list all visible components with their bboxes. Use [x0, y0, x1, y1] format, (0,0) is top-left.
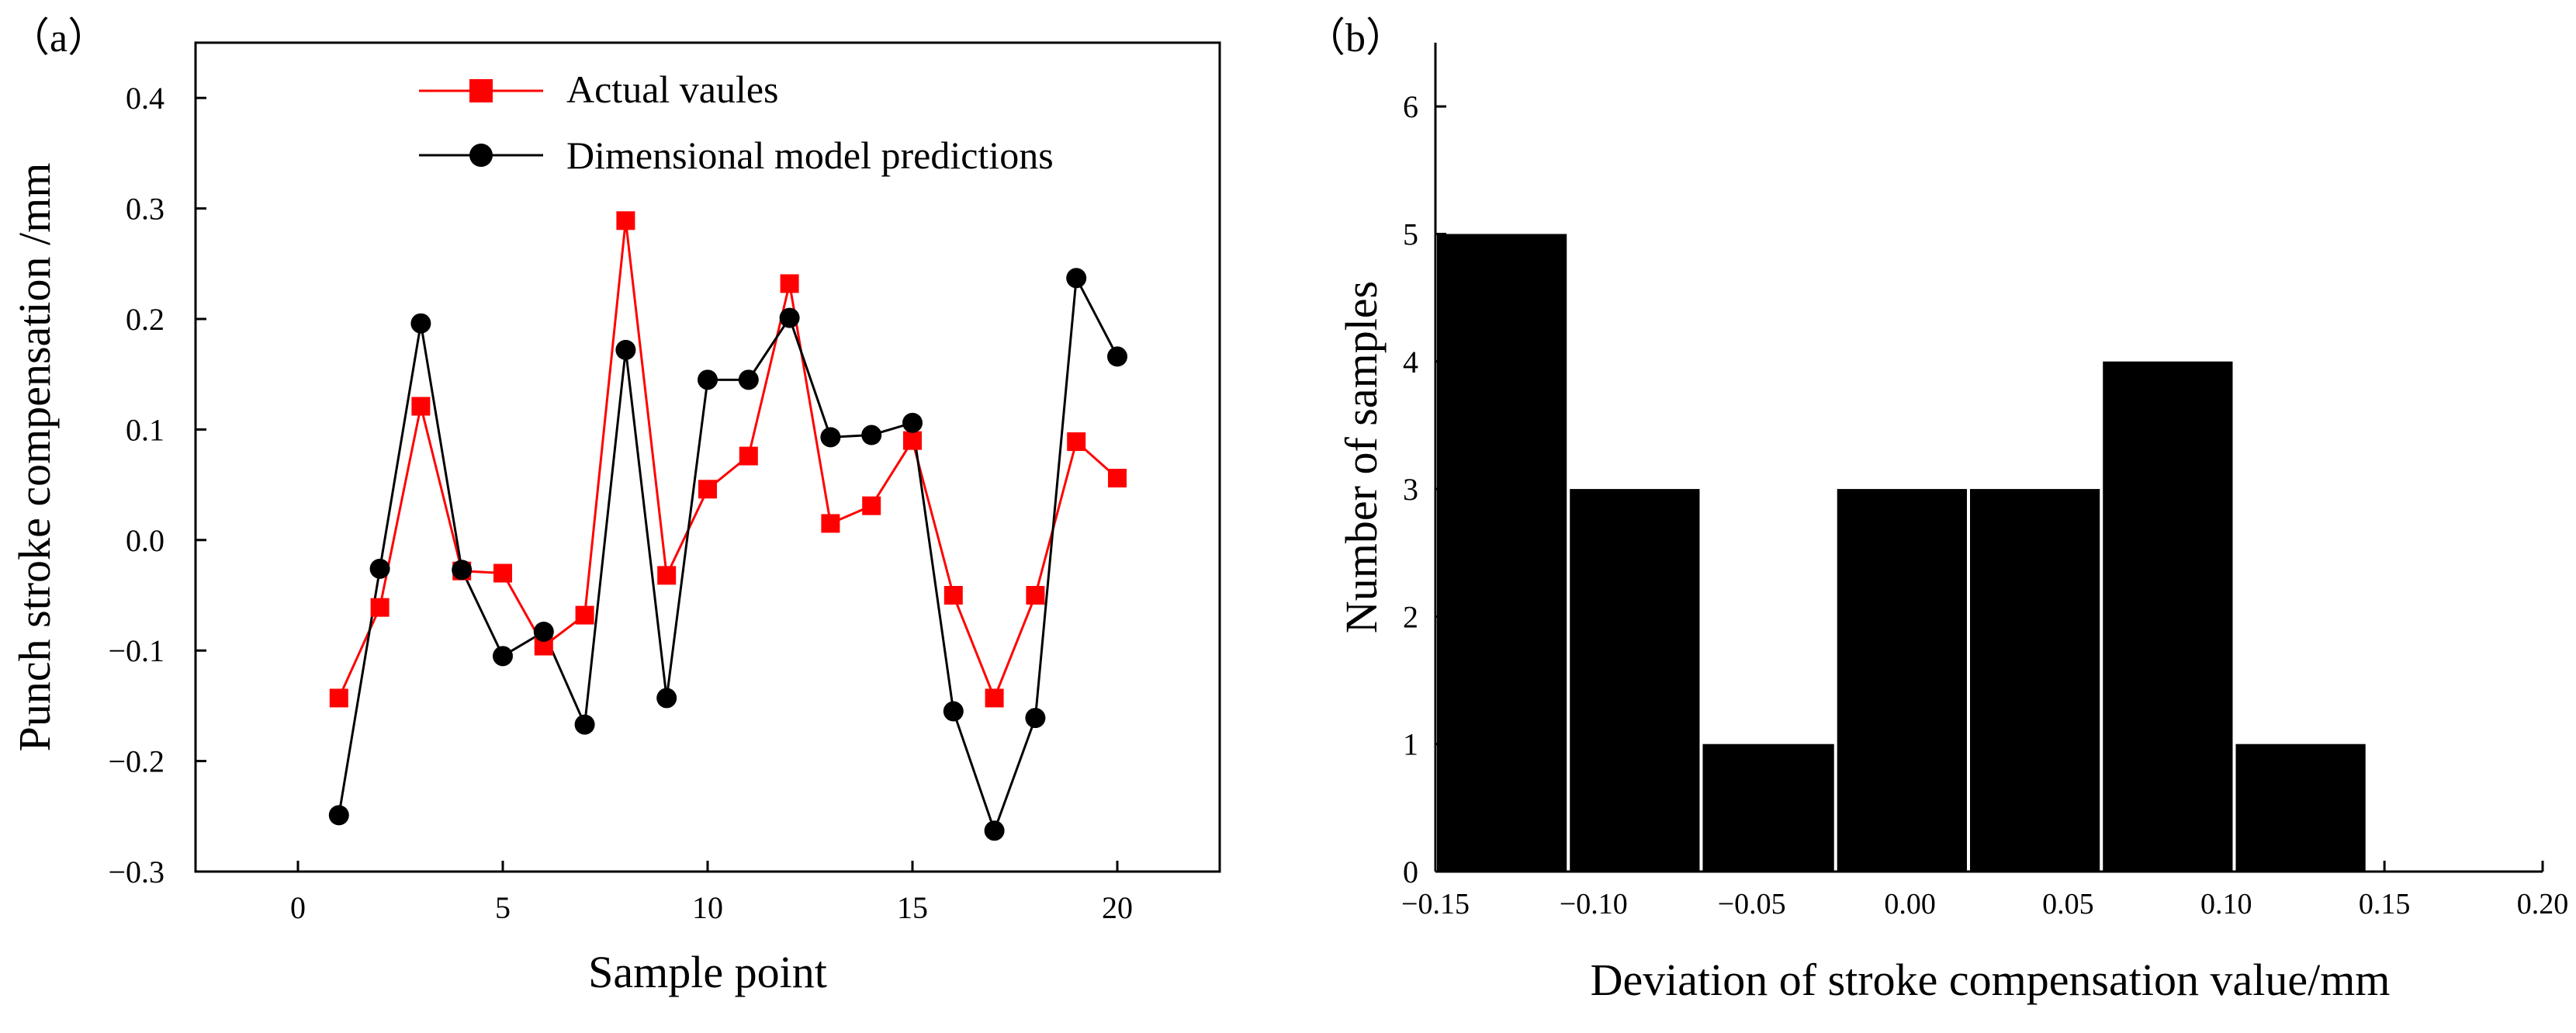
panel-b-x-tick-label: 0.10	[2200, 888, 2252, 920]
actual-value-marker	[862, 496, 881, 515]
prediction-marker	[1066, 268, 1087, 289]
panel-b-x-tick-label: 0.00	[1884, 888, 1936, 920]
prediction-marker	[698, 369, 718, 390]
actual-value-marker	[329, 688, 348, 708]
prediction-marker	[452, 560, 473, 581]
histogram-bar	[1570, 489, 1700, 872]
series-line-prediction	[338, 274, 1119, 834]
actual-value-marker	[780, 274, 799, 293]
actual-value-marker	[370, 598, 390, 617]
panel-a-y-tick-label: −0.2	[108, 744, 164, 779]
actual-value-marker	[616, 211, 635, 231]
panel-b-x-tick-label: 0.05	[2042, 888, 2094, 920]
panel-b-y-tick-label: 4	[1403, 345, 1418, 380]
actual-value-marker	[493, 563, 512, 583]
panel-b-x-axis-label: Deviation of stroke compensation value/m…	[1591, 955, 2391, 1005]
panel-a-x-tick-label: 10	[692, 890, 723, 925]
panel-b-y-axis-ticks: 0 1 2 3 4 5 6	[1403, 89, 1446, 889]
actual-value-marker	[1108, 469, 1127, 488]
actual-value-marker	[903, 431, 922, 450]
actual-value-marker	[943, 586, 963, 605]
prediction-marker	[1107, 346, 1127, 367]
prediction-marker	[820, 427, 841, 448]
prediction-marker	[943, 701, 964, 722]
panel-a-y-tick-label: −0.3	[108, 854, 164, 889]
panel-b-x-tick-label: 0.20	[2517, 888, 2569, 920]
panel-b-label: （b）	[1305, 16, 1406, 61]
panel-b-y-tick-label: 0	[1403, 854, 1418, 889]
panel-a-x-tick-label: 5	[495, 890, 511, 925]
panel-a-y-tick-label: 0.1	[126, 412, 164, 447]
panel-a-legend: Actual vaules Dimensional model predicti…	[419, 68, 1054, 177]
actual-value-marker	[1067, 432, 1086, 452]
panel-a-x-tick-label: 0	[290, 890, 306, 925]
prediction-marker	[861, 425, 882, 445]
prediction-marker	[369, 558, 390, 579]
panel-b-histogram: （b） −0.15 −0.10 −0.05 0.00 0.05 0.10 0.15 0.20 …	[1305, 16, 2568, 1005]
panel-b-y-tick-label: 2	[1403, 599, 1418, 634]
panel-b-x-axis-ticks: −0.15 −0.10 −0.05 0.00 0.05 0.10 0.15 0.20	[1401, 861, 2568, 920]
panel-b-y-tick-label: 1	[1403, 727, 1418, 762]
panel-a-x-tick-label: 15	[897, 890, 928, 925]
panel-b-x-tick-label: −0.15	[1401, 888, 1470, 920]
panel-a-x-axis-ticks: 0 5 10 15 20	[290, 861, 1133, 925]
prediction-marker	[410, 313, 431, 334]
panel-a-y-tick-label: 0.2	[126, 302, 164, 337]
actual-value-marker	[1026, 586, 1045, 605]
panel-a-y-tick-label: 0.4	[126, 81, 164, 116]
panel-b-x-tick-label: −0.05	[1718, 888, 1786, 920]
panel-a-label: （a）	[9, 16, 108, 61]
panel-b-y-tick-label: 6	[1403, 89, 1418, 124]
panel-b-x-tick-label: −0.10	[1560, 888, 1628, 920]
panel-b-y-tick-label: 3	[1403, 472, 1418, 507]
histogram-bar	[1969, 489, 2100, 872]
prediction-marker	[738, 369, 759, 390]
histogram-bar	[2103, 361, 2233, 872]
panel-b-y-axis-label: Number of samples	[1336, 281, 1387, 633]
prediction-marker	[1025, 708, 1046, 729]
legend-actual-marker	[469, 79, 493, 102]
prediction-marker	[902, 412, 923, 433]
panel-a-y-tick-label: 0.0	[126, 523, 164, 558]
prediction-marker	[574, 714, 595, 735]
panel-a-y-tick-label: −0.1	[108, 633, 164, 668]
panel-b-y-tick-label: 5	[1403, 217, 1418, 251]
prediction-marker	[656, 688, 677, 709]
prediction-marker	[328, 805, 349, 826]
prediction-marker	[533, 621, 554, 642]
panel-a-y-axis-ticks: −0.3 −0.2 −0.1 0.0 0.1 0.2 0.3 0.4	[108, 81, 206, 889]
panel-b-bars-layer	[1437, 234, 2366, 872]
panel-a-x-axis-label: Sample point	[588, 947, 827, 997]
actual-value-marker	[985, 688, 1004, 708]
panel-a-series-layer	[328, 211, 1127, 841]
panel-b-x-tick-label: 0.15	[2359, 888, 2411, 920]
actual-value-marker	[739, 446, 758, 466]
actual-value-marker	[411, 397, 431, 416]
prediction-marker	[779, 307, 800, 328]
legend-actual-label: Actual vaules	[566, 68, 779, 111]
actual-value-marker	[657, 566, 677, 585]
legend-prediction-label: Dimensional model predictions	[566, 133, 1054, 177]
histogram-bar	[2235, 744, 2366, 872]
histogram-bar	[1837, 489, 1967, 872]
histogram-bar	[1437, 234, 1567, 872]
actual-value-marker	[698, 480, 717, 499]
prediction-marker	[615, 339, 636, 360]
prediction-marker	[984, 820, 1005, 841]
histogram-bar	[1702, 744, 1834, 872]
legend-prediction-marker	[469, 144, 493, 167]
prediction-marker	[493, 646, 513, 667]
panel-a-x-tick-label: 20	[1102, 890, 1133, 925]
panel-a-y-tick-label: 0.3	[126, 192, 164, 227]
actual-value-marker	[575, 605, 594, 625]
actual-value-marker	[821, 514, 840, 533]
panel-a-y-axis-label: Punch stroke compensation /mm	[9, 163, 60, 752]
panel-a-line-chart: （a） 0 5 10 15 20 −0.3 −0.2 −0.1 0.0 0.1 0.2 0.3 0.4…	[9, 16, 1221, 997]
